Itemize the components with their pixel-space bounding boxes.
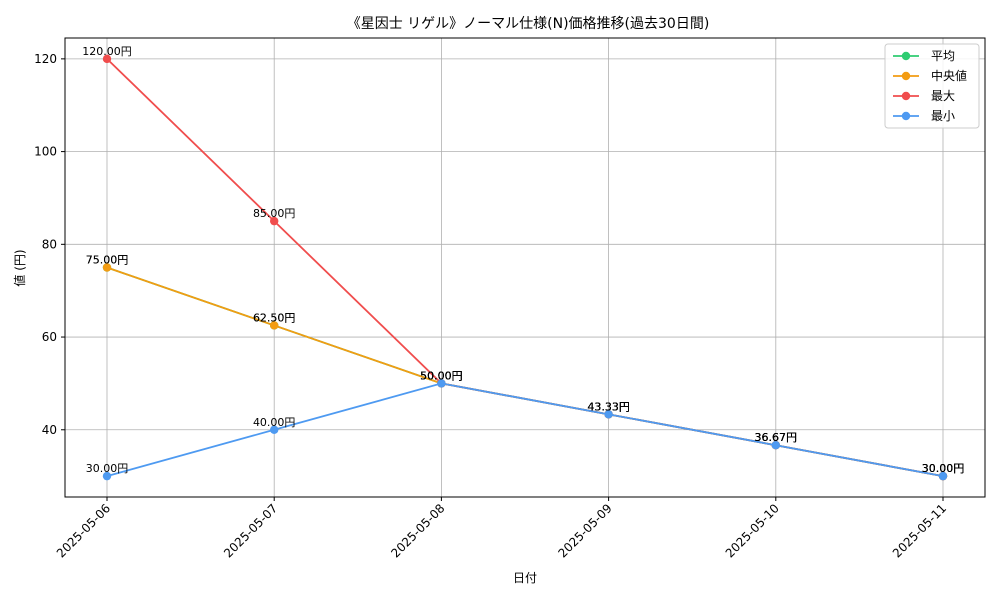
- data-point: [102, 471, 112, 481]
- series-line: [106, 266, 944, 478]
- data-label: 50.00円: [420, 369, 463, 382]
- data-point: [437, 379, 446, 388]
- series-line: [106, 58, 944, 478]
- data-point: [270, 425, 279, 434]
- series-3: [102, 54, 948, 481]
- legend-marker: [901, 71, 911, 81]
- data-label: 43.33円: [587, 400, 630, 413]
- legend-entry: 中央値: [893, 68, 967, 83]
- x-tick-label: 2025-05-11: [890, 501, 949, 560]
- data-label: 36.67円: [755, 431, 798, 444]
- x-axis: 2025-05-06 2025-05-07 2025-05-08 2025-05-09…: [54, 497, 949, 560]
- data-label: 36.67円: [755, 431, 798, 444]
- legend-box: [884, 43, 980, 129]
- legend-entry: 最小: [893, 109, 955, 123]
- x-tick-label: 2025-05-06: [54, 501, 113, 560]
- y-tick-label: 40: [42, 423, 57, 437]
- data-label: 85.00円: [253, 207, 296, 220]
- y-axis: 40 60 80 100 120: [34, 52, 65, 437]
- plot-area-frame: [64, 37, 986, 498]
- series-2: [102, 263, 948, 481]
- data-label: 36.67円: [755, 431, 798, 444]
- series-line: [106, 266, 944, 478]
- y-tick-label: 120: [34, 52, 57, 66]
- data-point: [102, 54, 112, 64]
- legend-entry: 最大: [893, 89, 955, 103]
- legend-label: 中央値: [931, 68, 967, 83]
- x-tick-label: 2025-05-08: [388, 501, 447, 560]
- data-label: 36.67円: [755, 431, 798, 444]
- data-labels: 75.00円62.50円50.00円43.33円36.67円30.00円75.0…: [82, 45, 964, 475]
- y-tick-label: 80: [42, 237, 57, 251]
- legend-label: 平均: [931, 49, 955, 63]
- y-tick-label: 60: [42, 330, 57, 344]
- x-axis-label: 日付: [513, 571, 537, 585]
- data-label: 120.00円: [82, 45, 132, 58]
- legend-label: 最小: [931, 109, 955, 123]
- legend-entry: 平均: [893, 49, 955, 63]
- data-label: 50.00円: [420, 369, 463, 382]
- data-point: [771, 441, 780, 450]
- x-tick-label: 2025-05-10: [723, 501, 782, 560]
- data-point: [604, 410, 613, 419]
- data-label: 30.00円: [86, 462, 129, 475]
- x-tick-label: 2025-05-09: [556, 501, 615, 560]
- chart-title: 《星因士 リゲル》ノーマル仕様(N)価格推移(過去30日間): [347, 16, 710, 32]
- data-label: 30.00円: [922, 462, 965, 475]
- legend-marker: [901, 111, 911, 121]
- data-label: 30.00円: [922, 462, 965, 475]
- y-tick-label: 100: [34, 145, 57, 159]
- data-label: 43.33円: [587, 400, 630, 413]
- data-label: 30.00円: [922, 462, 965, 475]
- data-point: [270, 216, 279, 226]
- legend-label: 最大: [931, 89, 955, 103]
- series-4: [102, 379, 948, 481]
- x-tick-label: 2025-05-07: [221, 501, 280, 560]
- data-point: [102, 263, 112, 272]
- y-axis-label: 値 (円): [12, 249, 27, 286]
- series-1: [102, 263, 948, 481]
- data-label: 75.00円: [86, 254, 129, 267]
- legend-marker: [901, 51, 911, 61]
- data-label: 30.00円: [922, 462, 965, 475]
- data-label: 50.00円: [420, 369, 463, 382]
- data-label: 40.00円: [253, 416, 296, 429]
- grid-lines: [65, 38, 985, 497]
- data-point: [938, 471, 948, 481]
- data-label: 62.50円: [253, 311, 296, 324]
- data-label: 62.50円: [253, 311, 296, 324]
- data-label: 43.33円: [587, 400, 630, 413]
- data-label: 50.00円: [420, 369, 463, 382]
- data-label: 43.33円: [587, 400, 630, 413]
- data-label: 75.00円: [86, 254, 129, 267]
- legend-marker: [901, 91, 911, 101]
- series-layer: [102, 54, 948, 481]
- series-line: [106, 382, 944, 478]
- data-point: [270, 321, 279, 330]
